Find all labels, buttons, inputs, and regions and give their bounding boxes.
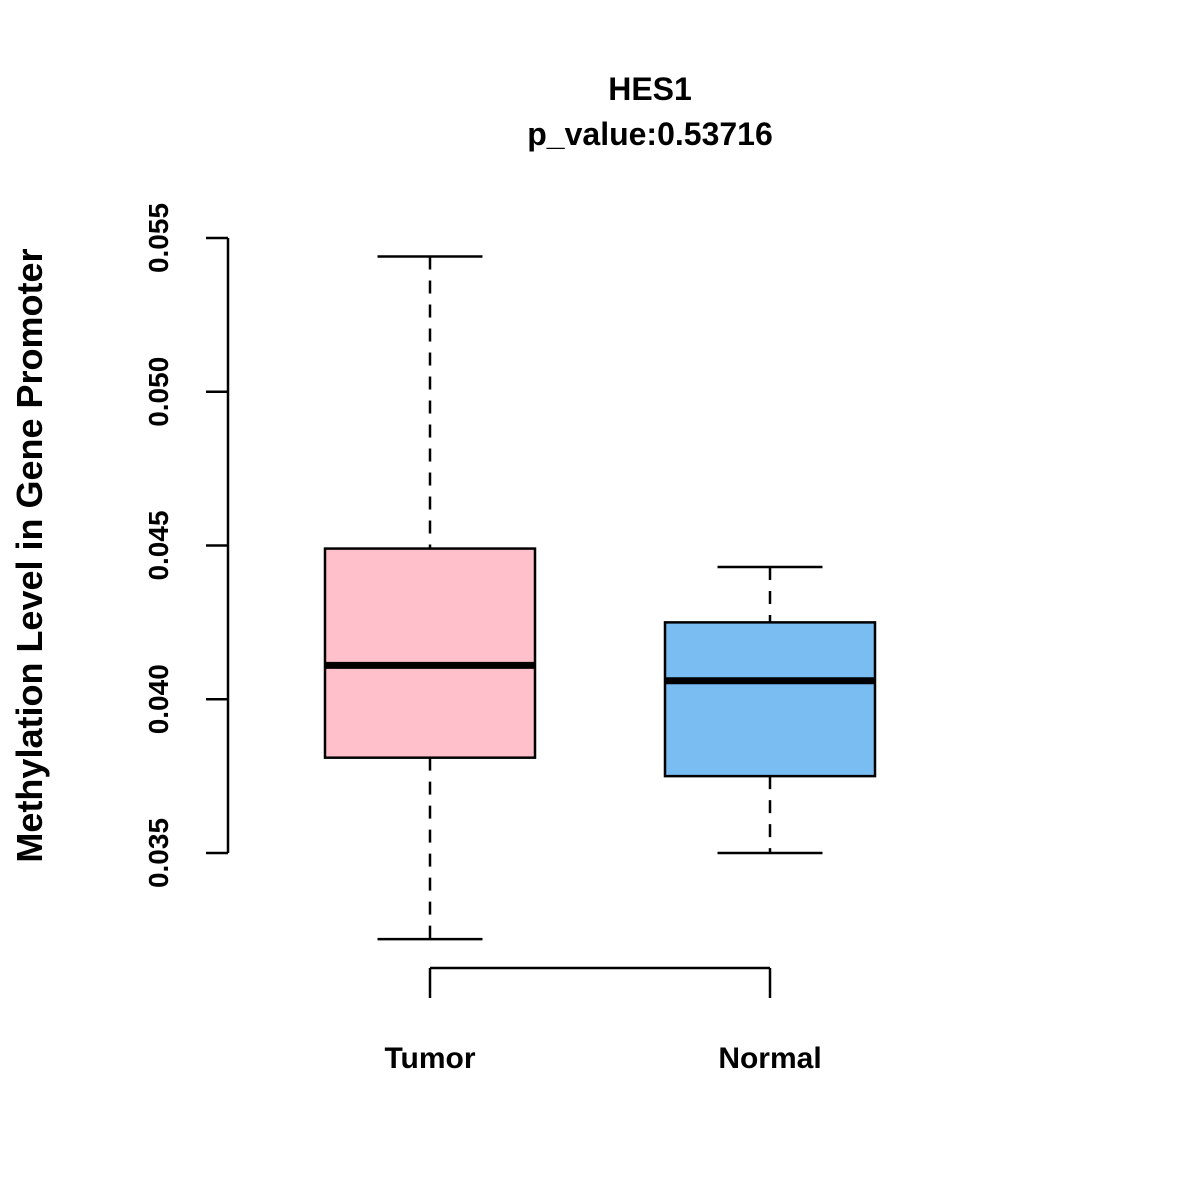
y-tick-label: 0.040 xyxy=(143,664,174,734)
y-tick-label: 0.045 xyxy=(143,510,174,580)
box-normal xyxy=(663,621,877,778)
category-label: Normal xyxy=(718,1042,821,1075)
chart-subtitle: p_value:0.53716 xyxy=(527,116,773,152)
box-tumor xyxy=(323,547,537,759)
y-tick-label: 0.050 xyxy=(143,357,174,427)
y-tick-label: 0.055 xyxy=(143,203,174,273)
chart-title: HES1 xyxy=(608,71,692,107)
category-label: Tumor xyxy=(384,1042,475,1075)
y-axis-label: Methylation Level in Gene Promoter xyxy=(9,248,50,862)
y-tick-label: 0.035 xyxy=(143,818,174,888)
